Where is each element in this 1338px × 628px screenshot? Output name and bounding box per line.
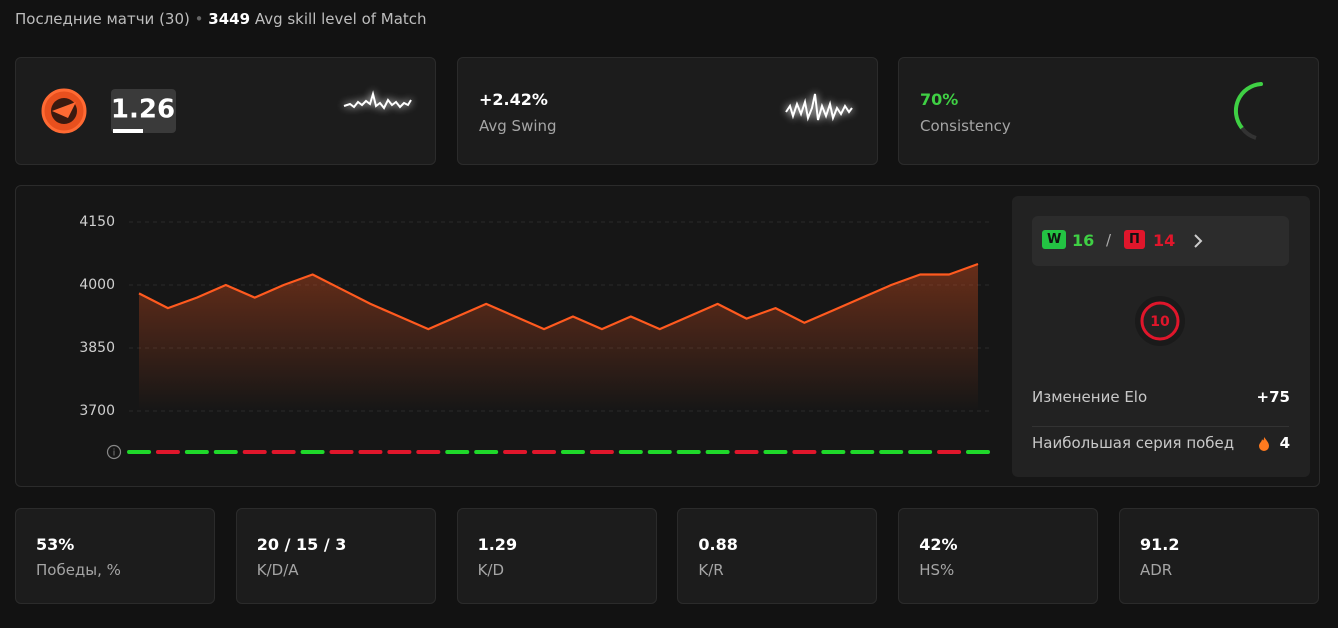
- dot: •: [194, 10, 204, 28]
- consistency-label: Consistency: [920, 117, 1011, 135]
- info-icon-glyph: i: [113, 449, 116, 459]
- chevron: [1194, 234, 1203, 248]
- chart-panel: i 3700 3850 4000 4150 W 16 / П 14 10 Измене…: [15, 185, 1320, 487]
- level-value: 10: [1150, 314, 1170, 330]
- stat-label: K/R: [698, 561, 724, 579]
- consistency-graphics: [1233, 82, 1263, 140]
- rating-graphics: 1.26: [41, 88, 412, 134]
- streak-label: Наибольшая серия побед: [1032, 434, 1235, 452]
- record-row[interactable]: W 16 / П 14: [1032, 216, 1289, 266]
- elo-chart: i 3700 3850 4000 4150: [79, 214, 991, 460]
- swing-sparkline: [785, 93, 853, 122]
- swing-card: +2.42% Avg Swing: [457, 57, 878, 165]
- stat-label: ADR: [1140, 561, 1173, 579]
- stat-card: 53% Победы, %: [15, 508, 215, 604]
- losses-badge: П: [1124, 230, 1145, 249]
- stat-card: 91.2 ADR: [1119, 508, 1319, 604]
- stat-label: K/D/A: [256, 561, 299, 579]
- stat-value: 0.88: [698, 535, 738, 554]
- header-title: Последние матчи (30): [15, 10, 190, 28]
- stat-card: 42% HS%: [898, 508, 1099, 604]
- y-tick-label: 4000: [79, 277, 115, 293]
- swing-label: Avg Swing: [479, 117, 557, 135]
- side-panel: W 16 / П 14 10 Изменение Elo +75 Наиболь…: [1012, 196, 1310, 477]
- stat-label: Победы, %: [36, 561, 121, 579]
- consistency-card: 70% Consistency: [898, 57, 1319, 165]
- area-fill: [139, 264, 978, 411]
- skill-value: 3449: [208, 10, 251, 28]
- divider: [1032, 426, 1289, 427]
- stat-value: 91.2: [1140, 535, 1180, 554]
- stat-value: 1.29: [477, 535, 518, 554]
- level-ring: [1140, 301, 1180, 341]
- rating-sparkline: [343, 90, 412, 110]
- rating-box: [111, 89, 176, 133]
- stat-card: 20 / 15 / 3 K/D/A: [235, 508, 436, 604]
- streak-value: 4: [1279, 434, 1290, 452]
- stat-label: HS%: [919, 561, 955, 579]
- info-icon[interactable]: [106, 444, 122, 460]
- stat-value: 20 / 15 / 3: [256, 535, 347, 554]
- consistency-value: 70%: [920, 90, 959, 109]
- elo-change-label: Изменение Elo: [1032, 388, 1148, 406]
- header: Последние матчи (30) • 3449 Avg skill le…: [15, 10, 427, 28]
- wins: 16: [1072, 231, 1095, 250]
- losses: 14: [1153, 231, 1176, 250]
- stat-card: 0.88 K/R: [677, 508, 878, 604]
- elo-change-value: +75: [1256, 388, 1290, 406]
- y-tick-label: 3700: [79, 403, 115, 419]
- swing-value: +2.42%: [479, 90, 548, 109]
- stat-card: 1.29 K/D: [456, 508, 657, 604]
- separator: /: [1106, 231, 1112, 249]
- rating-value: 1.26: [111, 95, 175, 125]
- rating-bar: [113, 129, 143, 133]
- elo-line: [138, 262, 979, 331]
- stat-label: K/D: [477, 561, 505, 579]
- swing-graphics: [785, 93, 853, 122]
- skill-label: Avg skill level of Match: [254, 10, 427, 28]
- stat-value: 42%: [919, 535, 958, 554]
- fire-icon: [1259, 437, 1269, 451]
- rating-icon-arrow: [52, 102, 76, 118]
- consistency-arc: [1233, 82, 1263, 130]
- consistency-track: [1240, 126, 1257, 140]
- y-tick-label: 4150: [79, 214, 115, 230]
- y-tick-label: 3850: [79, 340, 115, 356]
- stat-value: 53%: [36, 535, 75, 554]
- wins-badge: W: [1042, 230, 1067, 249]
- rating-card: 1.26: [15, 57, 436, 165]
- level-gauge: 10: [1135, 296, 1185, 346]
